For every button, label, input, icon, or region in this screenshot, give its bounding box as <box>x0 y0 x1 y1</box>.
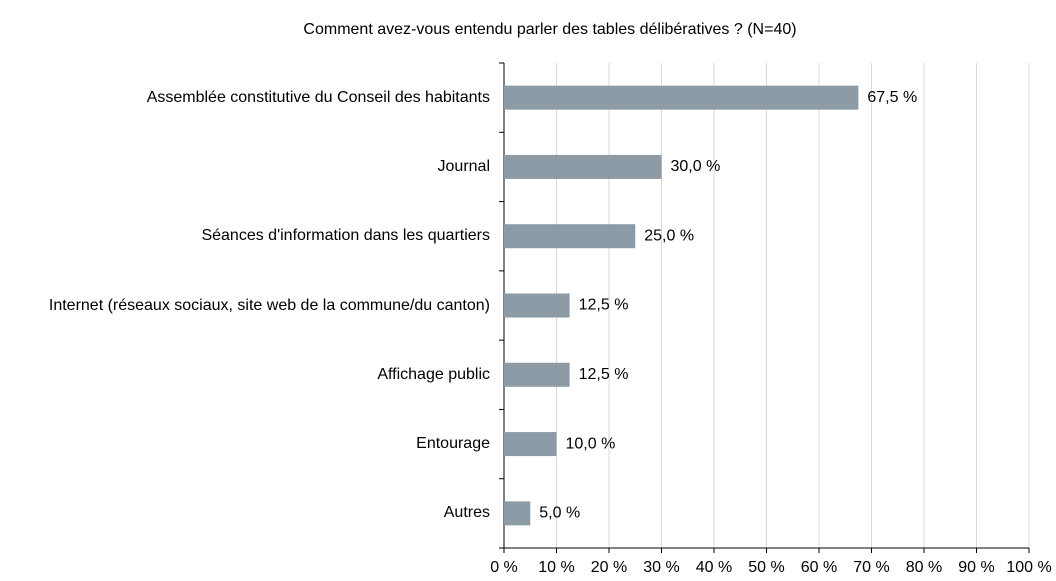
y-tick-label: Séances d'information dans les quartiers <box>201 227 490 245</box>
category-label-box: Journal <box>438 157 490 177</box>
category-label-box: Internet (réseaux sociaux, site web de l… <box>49 296 490 316</box>
y-tick-label: Autres <box>443 504 490 522</box>
bar <box>504 362 570 387</box>
x-tick-label: 50 % <box>748 559 784 576</box>
y-tick-label: Entourage <box>416 435 490 453</box>
x-tick-label: 40 % <box>696 559 732 576</box>
value-label: 67,5 % <box>867 89 917 106</box>
x-tick-label: 0 % <box>490 559 518 576</box>
bar <box>504 432 557 457</box>
value-label: 12,5 % <box>579 366 629 383</box>
value-label: 12,5 % <box>579 297 629 314</box>
category-label-box: Assemblée constitutive du Conseil des ha… <box>147 88 490 108</box>
category-label-box: Entourage <box>416 434 490 454</box>
category-label-box: Séances d'information dans les quartiers <box>201 226 490 246</box>
y-tick-label: Journal <box>437 157 490 175</box>
y-tick-label: Affichage public <box>377 365 490 383</box>
bar <box>504 85 859 110</box>
x-tick-label: 100 % <box>1006 559 1051 576</box>
bar <box>504 224 636 249</box>
value-label: 25,0 % <box>644 227 694 244</box>
bar <box>504 154 662 179</box>
x-tick-label: 70 % <box>853 559 889 576</box>
x-tick-label: 10 % <box>538 559 574 576</box>
category-label-box: Autres <box>444 503 490 523</box>
chart-title: Comment avez-vous entendu parler des tab… <box>303 21 796 38</box>
y-tick-label: Internet (réseaux sociaux, site web de l… <box>48 296 490 314</box>
x-tick-label: 90 % <box>958 559 994 576</box>
bar <box>504 501 531 526</box>
x-tick-label: 20 % <box>591 559 627 576</box>
x-tick-label: 30 % <box>643 559 679 576</box>
bar <box>504 293 570 318</box>
x-tick-label: 60 % <box>801 559 837 576</box>
value-label: 5,0 % <box>539 505 580 522</box>
y-tick-label: Assemblée constitutive du Conseil des ha… <box>146 88 490 106</box>
category-label-box: Affichage public <box>377 365 490 385</box>
value-label: 30,0 % <box>671 158 721 175</box>
x-tick-label: 80 % <box>906 559 942 576</box>
value-label: 10,0 % <box>566 435 616 452</box>
